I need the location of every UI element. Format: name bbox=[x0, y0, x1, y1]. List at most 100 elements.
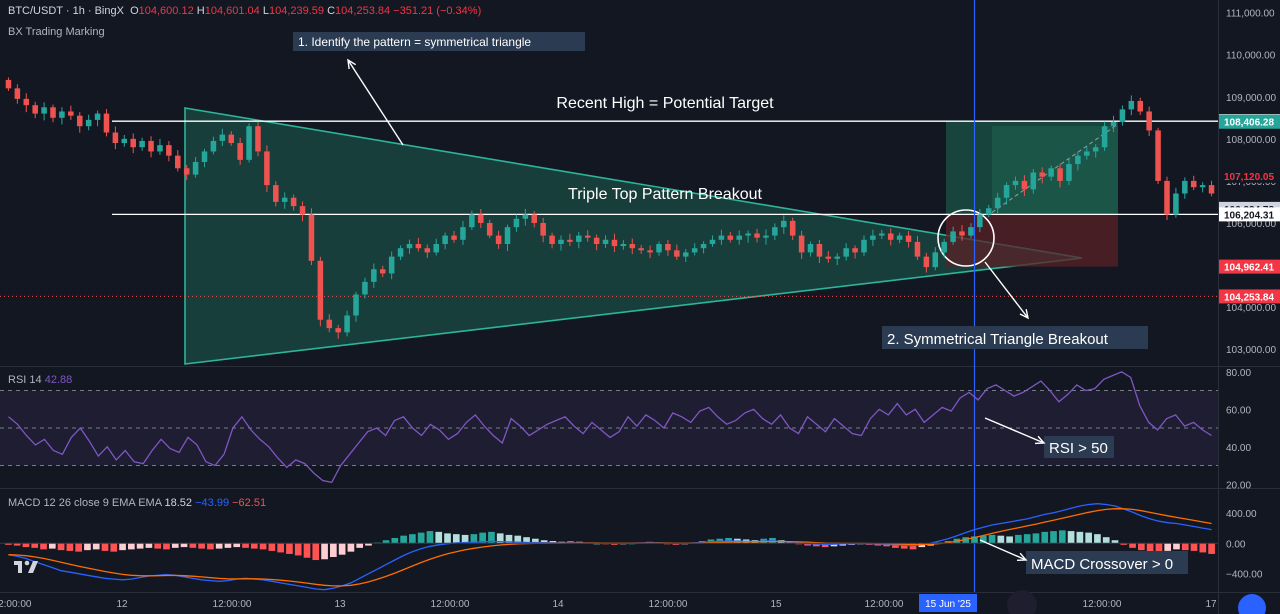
macd-histogram-bar bbox=[207, 543, 214, 550]
macd-histogram-bar bbox=[391, 537, 399, 544]
macd-histogram-bar bbox=[444, 533, 451, 544]
help-icon bbox=[1238, 594, 1266, 614]
candle-body bbox=[228, 134, 235, 144]
candle-body bbox=[299, 206, 306, 215]
candle-body bbox=[50, 107, 56, 118]
candle-body bbox=[611, 239, 618, 247]
candle-body bbox=[941, 241, 947, 253]
candle-body bbox=[76, 115, 83, 127]
rsi-tick-label: 40.00 bbox=[1226, 443, 1251, 454]
candle-body bbox=[406, 244, 413, 249]
macd-tick-label: 400.00 bbox=[1226, 509, 1257, 520]
time-tick-label: 17 bbox=[1205, 599, 1217, 610]
macd-histogram-bar bbox=[962, 537, 970, 544]
candle-body bbox=[1190, 180, 1197, 188]
macd-histogram-bar bbox=[1085, 532, 1092, 544]
candle-body bbox=[709, 239, 716, 244]
change-value: −351.21 (−0.34%) bbox=[393, 5, 482, 17]
macd-histogram-bar bbox=[514, 535, 522, 544]
candle-body bbox=[932, 252, 939, 268]
cursor-date-bg bbox=[919, 594, 977, 612]
macd-histogram-bar bbox=[101, 543, 109, 551]
candle-body bbox=[736, 235, 742, 240]
candle-body bbox=[994, 197, 1001, 209]
candle-body bbox=[362, 281, 368, 295]
rsi-legend: RSI 14 42.88 bbox=[8, 374, 72, 386]
candle-body bbox=[442, 235, 448, 244]
tradingview-logo-icon[interactable] bbox=[14, 556, 40, 578]
candle-body bbox=[825, 256, 832, 259]
candle-body bbox=[1173, 193, 1179, 215]
macd-histogram-bar bbox=[479, 532, 486, 544]
time-tick-label: 12:00:00 bbox=[213, 599, 252, 610]
candle-body bbox=[745, 233, 751, 236]
candle-body bbox=[549, 235, 555, 244]
price-flag-bg bbox=[1219, 207, 1280, 222]
assistant-icon bbox=[1007, 590, 1037, 614]
indicator-name: BX Trading Marking bbox=[8, 26, 105, 38]
step1-arrow-head bbox=[347, 58, 357, 70]
rsi-tick-label: 20.00 bbox=[1226, 480, 1251, 491]
candle-body bbox=[700, 244, 707, 249]
price-tick-label: 104,000.00 bbox=[1226, 303, 1276, 314]
time-tick-label: 15 bbox=[770, 599, 782, 610]
high-value: 104,601.04 bbox=[204, 5, 260, 17]
time-tick-label: 12:00:00 bbox=[1083, 599, 1122, 610]
candle-body bbox=[1030, 172, 1037, 190]
macd-histogram-bar bbox=[900, 543, 908, 549]
time-axis: 12:00:00 12 12:00:00 13 12:00:00 14 12:00:00 15… bbox=[0, 590, 1266, 614]
macd-histogram-bar bbox=[1094, 534, 1101, 544]
step2-arrow-head bbox=[1019, 309, 1029, 320]
macd-histogram-bar bbox=[1076, 531, 1084, 544]
macd-histogram-bar bbox=[215, 543, 223, 549]
candle-body bbox=[326, 319, 333, 329]
candle-body bbox=[914, 241, 921, 257]
stop-zone bbox=[946, 214, 1118, 267]
price-tick-label: 103,000.00 bbox=[1226, 345, 1276, 356]
candle-body bbox=[388, 256, 395, 274]
candle-body bbox=[415, 244, 422, 249]
candles bbox=[5, 77, 1215, 339]
macd-histogram-bar bbox=[22, 543, 30, 548]
time-tick-label: 12 bbox=[116, 599, 128, 610]
candle-body bbox=[433, 244, 439, 253]
candle-body bbox=[469, 214, 475, 228]
macd-histogram-bar bbox=[488, 531, 495, 544]
macd-histogram-bar bbox=[417, 532, 425, 544]
candle-body bbox=[905, 235, 912, 242]
macd-histogram-bar bbox=[400, 535, 407, 544]
candle-body bbox=[201, 151, 208, 162]
candle-body bbox=[834, 256, 841, 259]
macd-histogram-bar bbox=[330, 543, 337, 557]
candle-body bbox=[977, 214, 983, 228]
macd-signal-value: −43.99 bbox=[195, 497, 230, 509]
price-tick-label: 108,000.00 bbox=[1226, 135, 1276, 146]
macd-histogram-bar bbox=[909, 543, 917, 550]
candle-body bbox=[665, 244, 671, 251]
candle-body bbox=[166, 145, 172, 156]
step2-label-bg bbox=[882, 326, 1148, 349]
price-axis: 111,000.00 110,000.00 109,000.00 108,000.00… bbox=[1219, 9, 1280, 581]
price-flag-bg bbox=[1219, 259, 1280, 274]
price-flag-label: 107,120.05 bbox=[1224, 172, 1274, 183]
symmetrical-triangle bbox=[184, 107, 1083, 365]
candle-body bbox=[558, 239, 564, 244]
macd-histogram-bar bbox=[1190, 543, 1198, 551]
macd-histogram-bar bbox=[1023, 534, 1031, 544]
candle-body bbox=[843, 248, 849, 257]
candle-body bbox=[968, 227, 974, 236]
step1-arrow-shaft bbox=[347, 59, 404, 146]
candle-body bbox=[852, 248, 858, 253]
macd-histogram-bar bbox=[461, 534, 469, 544]
candle-body bbox=[798, 235, 805, 253]
macd-histogram-bar bbox=[1058, 530, 1066, 544]
candle-body bbox=[264, 151, 270, 186]
candle-body bbox=[950, 231, 956, 242]
candle-body bbox=[237, 143, 243, 160]
symbol-legend: BTC/USDT · 1h · BingX O104,600.12 H104,6… bbox=[8, 5, 481, 17]
candle-body bbox=[576, 235, 582, 242]
macd-arrow-shaft bbox=[979, 539, 1027, 561]
macd-histogram-bar bbox=[338, 543, 346, 555]
